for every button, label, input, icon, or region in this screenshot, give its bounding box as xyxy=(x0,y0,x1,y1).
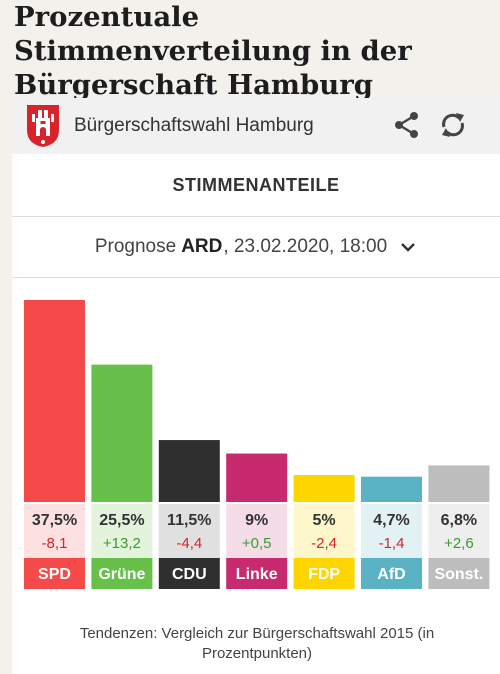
change-label-1: +13,2 xyxy=(103,535,141,552)
bar-5 xyxy=(361,476,422,502)
prognose-datetime: , 23.02.2020, 18:00 xyxy=(223,236,388,257)
change-label-0: -8,1 xyxy=(42,535,68,552)
change-label-6: +2,6 xyxy=(444,535,474,552)
vote-share-chart: 37,5% -8,1 SPD 25,5% +13,2 Grüne 11,5% -4,4 CDU 9… xyxy=(24,300,490,589)
party-label-3: Linke xyxy=(236,566,278,583)
bar-3 xyxy=(226,453,288,502)
bar-4 xyxy=(293,475,355,502)
bar-0 xyxy=(24,300,85,502)
value-box-3 xyxy=(226,504,288,558)
party-box-1 xyxy=(91,558,153,589)
election-widget: Bürgerschaftswahl Hamburg STIMMENANTEILE… xyxy=(12,98,500,674)
bar-6 xyxy=(428,465,490,502)
hamburg-crest-icon xyxy=(27,105,59,147)
chevron-down-icon xyxy=(401,243,415,252)
change-label-2: -4,4 xyxy=(176,535,202,552)
section-title: STIMMENANTEILE xyxy=(12,154,500,217)
value-box-0 xyxy=(24,504,85,558)
change-label-5: -1,4 xyxy=(379,535,405,552)
change-label-4: -2,4 xyxy=(311,535,337,552)
party-label-0: SPD xyxy=(38,566,71,583)
value-box-2 xyxy=(158,504,220,558)
party-box-5 xyxy=(361,558,422,589)
party-label-2: CDU xyxy=(172,566,207,583)
party-label-4: FDP xyxy=(308,566,340,583)
value-box-5 xyxy=(361,504,422,558)
party-box-0 xyxy=(24,558,85,589)
party-box-3 xyxy=(226,558,288,589)
bar-2 xyxy=(158,440,220,502)
value-label-4: 5% xyxy=(313,512,336,529)
party-label-1: Grüne xyxy=(98,566,145,583)
app-title: Bürgerschaftswahl Hamburg xyxy=(74,115,314,136)
refresh-icon[interactable] xyxy=(437,109,469,141)
footnote: Tendenzen: Vergleich zur Bürgerschaftswa… xyxy=(79,625,435,662)
app-header: Bürgerschaftswahl Hamburg xyxy=(12,98,500,154)
value-label-1: 25,5% xyxy=(99,512,144,529)
value-box-1 xyxy=(91,504,153,558)
share-icon[interactable] xyxy=(392,110,422,140)
value-label-5: 4,7% xyxy=(373,512,409,529)
prognose-label: Prognose xyxy=(94,236,177,257)
value-label-2: 11,5% xyxy=(167,512,211,529)
party-label-6: Sonst. xyxy=(434,566,483,583)
page-headline: Prozentuale Stimmenverteilung in der Bür… xyxy=(14,1,412,101)
bar-1 xyxy=(91,364,153,502)
value-label-0: 37,5% xyxy=(32,512,77,529)
value-box-4 xyxy=(293,504,355,558)
party-box-6 xyxy=(428,558,490,589)
prognose-source: ARD xyxy=(181,236,223,257)
value-label-6: 6,8% xyxy=(441,512,477,529)
value-box-6 xyxy=(428,504,490,558)
party-box-2 xyxy=(158,558,220,589)
party-label-5: AfD xyxy=(377,566,405,583)
party-box-4 xyxy=(293,558,355,589)
change-label-3: +0,5 xyxy=(242,535,272,552)
prognose-selector[interactable]: Prognose ARD , 23.02.2020, 18:00 xyxy=(12,217,500,278)
value-label-3: 9% xyxy=(245,512,268,529)
